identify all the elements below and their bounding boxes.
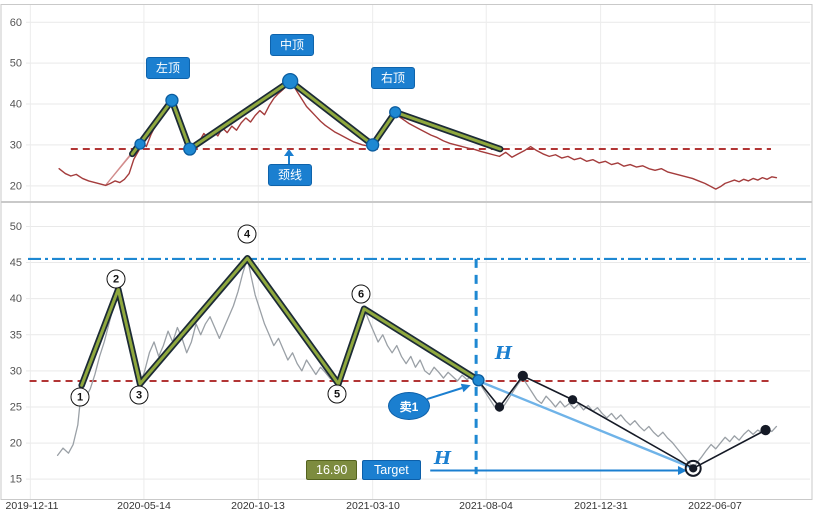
point-2-marker: 2: [106, 269, 126, 289]
neckline-arrow-line: [288, 156, 290, 164]
svg-text:25: 25: [10, 401, 22, 413]
x-label-3: 2021-03-10: [346, 500, 400, 512]
point-5-marker: 5: [327, 384, 347, 404]
bottom-chart-panel: 15 20 25 30 35 40 45 50 1 2 3 4 5 6 卖1 H H 16.9…: [0, 202, 813, 500]
svg-text:30: 30: [10, 139, 22, 151]
mid-top-callout: 中顶: [269, 34, 315, 56]
right-top-callout: 右顶: [370, 67, 416, 89]
svg-text:40: 40: [10, 99, 22, 111]
left-top-callout: 左顶: [145, 57, 191, 79]
x-label-2: 2020-10-13: [231, 500, 285, 512]
neckline-label: 颈线: [277, 168, 303, 182]
sell-signal-label: 卖1: [399, 399, 419, 414]
sell-signal-badge: 卖1: [388, 392, 430, 420]
x-axis: 2019-12-11 2020-05-14 2020-10-13 2021-03…: [0, 500, 813, 518]
point-5-label: 5: [333, 388, 341, 400]
neckline-callout: 颈线: [267, 164, 313, 186]
right-top-label: 右顶: [380, 71, 406, 85]
point-6-label: 6: [357, 288, 365, 300]
top-chart: 20 30 40 50 60: [0, 4, 813, 202]
target-word-tag: Target: [362, 460, 421, 480]
svg-text:15: 15: [10, 474, 22, 486]
point-6-marker: 6: [351, 284, 371, 304]
x-label-0: 2019-12-11: [5, 500, 59, 512]
x-label-1: 2020-05-14: [117, 500, 171, 512]
mid-top-label: 中顶: [279, 38, 305, 52]
top-chart-panel: 20 30 40 50 60 左顶 中顶 右顶 颈线: [0, 4, 813, 202]
svg-text:50: 50: [10, 58, 22, 70]
point-3-marker: 3: [129, 385, 149, 405]
svg-text:45: 45: [10, 257, 22, 269]
height-upper-label: H: [495, 343, 513, 364]
left-top-label: 左顶: [155, 61, 181, 75]
x-label-4: 2021-08-04: [459, 500, 513, 512]
height-lower-label: H: [434, 448, 452, 469]
svg-text:20: 20: [10, 438, 22, 450]
svg-text:20: 20: [10, 180, 22, 192]
svg-text:60: 60: [10, 17, 22, 29]
point-2-label: 2: [112, 273, 120, 285]
neckline-arrow-icon: [284, 149, 294, 156]
point-3-label: 3: [135, 389, 143, 401]
target-price-tag: 16.90: [306, 460, 358, 480]
svg-text:40: 40: [10, 293, 22, 305]
svg-text:50: 50: [10, 221, 22, 233]
svg-text:35: 35: [10, 329, 22, 341]
x-label-6: 2022-06-07: [688, 500, 742, 512]
point-4-marker: 4: [237, 224, 257, 244]
point-4-label: 4: [243, 228, 251, 240]
x-label-5: 2021-12-31: [574, 500, 628, 512]
svg-text:30: 30: [10, 365, 22, 377]
point-1-label: 1: [76, 391, 84, 403]
point-1-marker: 1: [70, 387, 90, 407]
